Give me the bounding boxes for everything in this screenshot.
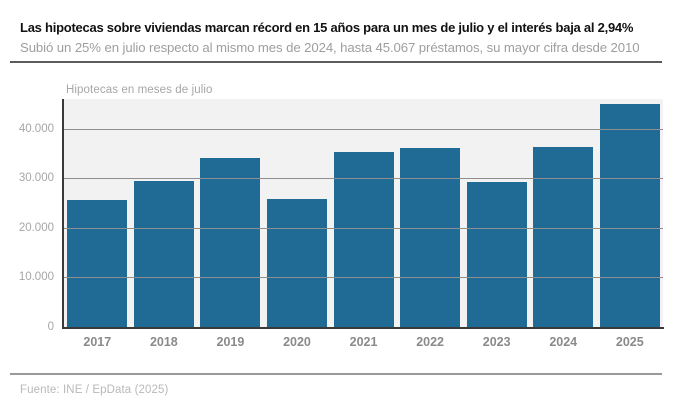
header-divider bbox=[10, 61, 662, 63]
x-tick-label-2019: 2019 bbox=[216, 335, 245, 349]
bar-column-2019 bbox=[197, 99, 264, 327]
y-tick-label-40000: 40.000 bbox=[18, 122, 54, 135]
footer-divider bbox=[10, 373, 662, 375]
page-title: Las hipotecas sobre viviendas marcan réc… bbox=[20, 20, 634, 35]
x-tick-label-2023: 2023 bbox=[482, 335, 511, 349]
y-axis-line bbox=[62, 99, 65, 329]
x-tick-label-2018: 2018 bbox=[149, 335, 178, 349]
bar-column-2020 bbox=[264, 99, 331, 327]
bar-2023 bbox=[466, 181, 527, 327]
x-tick-label-2020: 2020 bbox=[283, 335, 311, 349]
bar-2018 bbox=[133, 180, 194, 327]
bar-column-2024 bbox=[530, 99, 597, 327]
bar-column-2017 bbox=[64, 99, 131, 327]
page-subtitle: Subió un 25% en julio respecto al mismo … bbox=[20, 40, 640, 55]
bar-2025 bbox=[599, 103, 660, 327]
gridline-40000 bbox=[64, 128, 663, 130]
bar-2021 bbox=[333, 152, 394, 327]
gridline-10000 bbox=[64, 277, 663, 279]
bar-2024 bbox=[533, 146, 594, 327]
bar-2017 bbox=[67, 200, 128, 327]
bar-2020 bbox=[266, 198, 327, 327]
bar-column-2025 bbox=[597, 99, 664, 327]
y-axis-labels: 0 10.000 20.000 30.000 40.000 bbox=[0, 99, 54, 333]
bar-column-2023 bbox=[463, 99, 530, 327]
x-tick-label-2017: 2017 bbox=[83, 335, 112, 349]
plot-area bbox=[64, 99, 663, 327]
x-axis-labels: 2017 2018 2019 2020 2021 2022 2023 2024 2025 bbox=[64, 335, 663, 349]
x-tick-label-2022: 2022 bbox=[416, 335, 444, 349]
gridline-20000 bbox=[64, 227, 663, 229]
y-tick-label-20000: 20.000 bbox=[18, 221, 54, 234]
bar-column-2018 bbox=[131, 99, 198, 327]
chart-title: Hipotecas en meses de julio bbox=[66, 84, 213, 96]
source-note: Fuente: INE / EpData (2025) bbox=[20, 384, 169, 396]
bars-group bbox=[64, 99, 663, 327]
bar-2022 bbox=[400, 147, 461, 327]
x-tick-label-2025: 2025 bbox=[615, 335, 644, 349]
y-tick-label-30000: 30.000 bbox=[18, 172, 54, 185]
y-tick-label-0: 0 bbox=[47, 321, 54, 333]
bar-column-2021 bbox=[330, 99, 397, 327]
x-axis-line bbox=[62, 327, 664, 329]
x-tick-label-2024: 2024 bbox=[549, 335, 578, 349]
bar-2019 bbox=[200, 158, 261, 327]
x-tick-label-2021: 2021 bbox=[349, 335, 378, 349]
gridline-30000 bbox=[64, 178, 663, 180]
bar-column-2022 bbox=[397, 99, 464, 327]
y-tick-label-10000: 10.000 bbox=[18, 271, 54, 284]
